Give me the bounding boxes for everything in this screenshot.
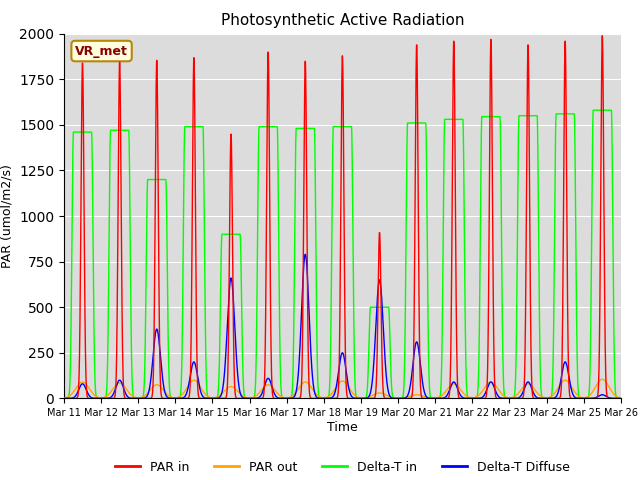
Title: Photosynthetic Active Radiation: Photosynthetic Active Radiation (221, 13, 464, 28)
X-axis label: Time: Time (327, 421, 358, 434)
Legend: PAR in, PAR out, Delta-T in, Delta-T Diffuse: PAR in, PAR out, Delta-T in, Delta-T Dif… (109, 456, 575, 479)
Y-axis label: PAR (umol/m2/s): PAR (umol/m2/s) (1, 164, 13, 268)
Text: VR_met: VR_met (75, 45, 128, 58)
